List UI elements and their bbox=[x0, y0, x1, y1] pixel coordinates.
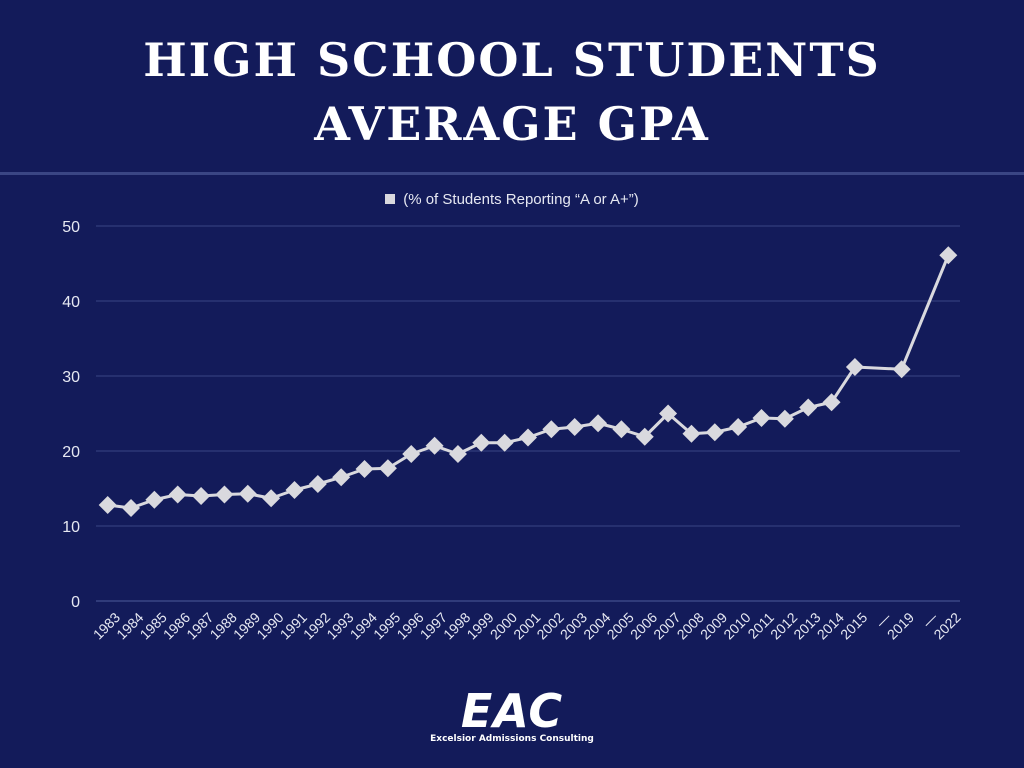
data-point-diamond bbox=[215, 485, 234, 504]
legend-square-icon bbox=[385, 194, 396, 204]
data-point-diamond bbox=[542, 420, 561, 439]
y-tick-label: 10 bbox=[62, 519, 80, 536]
data-point-diamond bbox=[589, 414, 608, 433]
data-point-diamond bbox=[285, 481, 304, 499]
data-point-diamond bbox=[822, 393, 841, 412]
data-point-diamond bbox=[799, 398, 818, 417]
chart-title-line-2: AVERAGE GPA bbox=[314, 97, 710, 151]
brand-tagline: Excelsior Admissions Consulting bbox=[430, 734, 594, 744]
series-line bbox=[107, 254, 950, 510]
chart-legend: (% of Students Reporting “A or A+”) bbox=[0, 191, 1024, 208]
data-point-diamond bbox=[845, 358, 864, 376]
title-divider bbox=[0, 172, 1024, 175]
data-point-diamond bbox=[892, 360, 911, 379]
data-point-diamond bbox=[448, 445, 467, 463]
y-tick-label: 30 bbox=[62, 369, 80, 386]
data-point-diamond bbox=[332, 468, 351, 487]
x-tick-label: 2019 bbox=[884, 609, 917, 642]
data-point-diamond bbox=[262, 489, 281, 508]
brand-name: EAC bbox=[460, 684, 564, 738]
data-point-diamond bbox=[495, 433, 514, 452]
y-tick-label: 0 bbox=[71, 594, 80, 611]
data-point-diamond bbox=[752, 409, 771, 427]
data-point-diamond bbox=[635, 427, 654, 446]
data-point-diamond bbox=[122, 499, 141, 517]
chart-title: HIGH SCHOOL STUDENTS AVERAGE GPA bbox=[0, 28, 1024, 156]
data-point-diamond bbox=[519, 428, 537, 447]
data-point-diamond bbox=[238, 484, 257, 503]
data-point-diamond bbox=[729, 418, 748, 436]
data-point-diamond bbox=[378, 459, 397, 478]
data-point-diamond bbox=[939, 246, 958, 265]
brand-logo: EAC Excelsior Admissions Consulting bbox=[0, 688, 1024, 744]
x-tick-label: 2015 bbox=[837, 609, 870, 642]
chart-title-line-1: HIGH SCHOOL STUDENTS bbox=[143, 33, 881, 87]
data-point-diamond bbox=[308, 475, 327, 493]
y-tick-label: 20 bbox=[62, 444, 80, 461]
data-point-diamond bbox=[775, 409, 794, 428]
data-point-diamond bbox=[168, 485, 187, 504]
x-tick-label: 2022 bbox=[930, 609, 963, 642]
y-tick-label: 50 bbox=[62, 219, 80, 236]
legend-label: (% of Students Reporting “A or A+”) bbox=[403, 191, 639, 208]
data-point-diamond bbox=[682, 424, 701, 443]
data-point-diamond bbox=[659, 404, 678, 423]
data-point-diamond bbox=[472, 433, 491, 452]
data-point-diamond bbox=[355, 460, 374, 478]
data-point-diamond bbox=[612, 420, 631, 439]
data-point-diamond bbox=[402, 445, 421, 463]
data-point-diamond bbox=[425, 436, 444, 455]
data-point-diamond bbox=[705, 423, 724, 442]
data-point-diamond bbox=[565, 418, 584, 436]
data-point-diamond bbox=[192, 487, 211, 505]
data-point-diamond bbox=[145, 490, 164, 509]
y-tick-label: 40 bbox=[62, 294, 80, 311]
data-point-diamond bbox=[98, 496, 117, 514]
